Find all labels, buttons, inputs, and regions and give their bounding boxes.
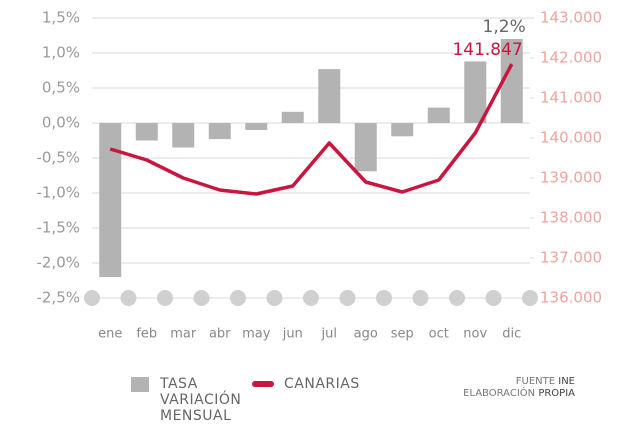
- y-tick-label: 1,5%: [42, 9, 80, 27]
- y-tick-label: 1,0%: [42, 44, 80, 62]
- y2-tick-label: 142.000: [540, 49, 602, 67]
- y-tick-label: -2,0%: [36, 254, 80, 272]
- y-tick-label: -1,5%: [36, 219, 80, 237]
- y2-tick-label: 140.000: [540, 129, 602, 147]
- bar: [99, 123, 122, 277]
- axis-dot: [376, 290, 392, 306]
- axis-dot: [230, 290, 246, 306]
- bar: [500, 39, 523, 123]
- axis-dot: [193, 290, 210, 306]
- axis-dot: [84, 290, 100, 306]
- y-tick-label: -1,0%: [36, 184, 80, 202]
- source: FUENTE INE ELABORACIÓN PROPIA: [463, 376, 575, 400]
- bar: [135, 123, 158, 141]
- x-tick-label: sep: [391, 327, 414, 342]
- x-tick-label: ene: [98, 327, 122, 342]
- y-tick-label: -2,5%: [36, 289, 80, 307]
- credit-label: ELABORACIÓN: [463, 388, 536, 399]
- line: [109, 63, 514, 196]
- x-tick-label: feb: [136, 327, 157, 342]
- y2-tick-label: 136.000: [540, 289, 602, 307]
- legend-bar-swatch: [131, 377, 149, 392]
- legend-bar-label: TASA VARIACIÓN MENSUAL: [160, 376, 242, 424]
- bar: [208, 123, 231, 140]
- bar: [318, 69, 341, 123]
- axis-dot: [303, 290, 319, 306]
- y-tick-label: 0,5%: [42, 79, 80, 97]
- credit-value: PROPIA: [538, 388, 575, 399]
- x-tick-label: dic: [502, 327, 521, 342]
- x-tick-label: abr: [209, 327, 231, 342]
- legend-line-label: CANARIAS: [284, 376, 360, 392]
- axis-dot: [412, 290, 429, 306]
- y-tick-label: 0,0%: [42, 114, 80, 132]
- bar: [464, 61, 487, 123]
- x-tick-label: jul: [321, 327, 337, 342]
- y2-tick-label: 138.000: [540, 209, 602, 227]
- x-tick-label: jun: [282, 327, 303, 342]
- x-tick-label: oct: [429, 327, 449, 342]
- y2-tick-label: 143.000: [540, 9, 602, 27]
- line-value-label: 141.847: [452, 40, 522, 60]
- y2-tick-label: 141.000: [540, 89, 602, 107]
- x-tick-label: ago: [354, 327, 378, 342]
- bar: [427, 107, 450, 123]
- bar: [245, 123, 268, 130]
- axis-dot: [449, 290, 465, 306]
- legend-line-swatch: [252, 381, 274, 387]
- source-value: INE: [558, 376, 575, 387]
- axis-dot: [485, 290, 502, 306]
- y-tick-label: -0,5%: [36, 149, 80, 167]
- axis-dot: [120, 290, 137, 306]
- axis-dot: [266, 290, 283, 306]
- bar: [172, 123, 195, 148]
- x-tick-label: nov: [463, 327, 487, 342]
- axis-dot: [157, 290, 173, 306]
- bar-value-label: 1,2%: [483, 17, 526, 37]
- y2-tick-label: 139.000: [540, 169, 602, 187]
- axis-dot: [339, 290, 356, 306]
- bar: [391, 123, 414, 137]
- source-label: FUENTE: [515, 376, 556, 387]
- bar: [281, 111, 304, 123]
- bar: [354, 123, 377, 172]
- y2-tick-label: 137.000: [540, 249, 602, 267]
- x-tick-label: may: [242, 327, 271, 342]
- axis-dot: [522, 290, 538, 306]
- x-tick-label: mar: [170, 327, 197, 342]
